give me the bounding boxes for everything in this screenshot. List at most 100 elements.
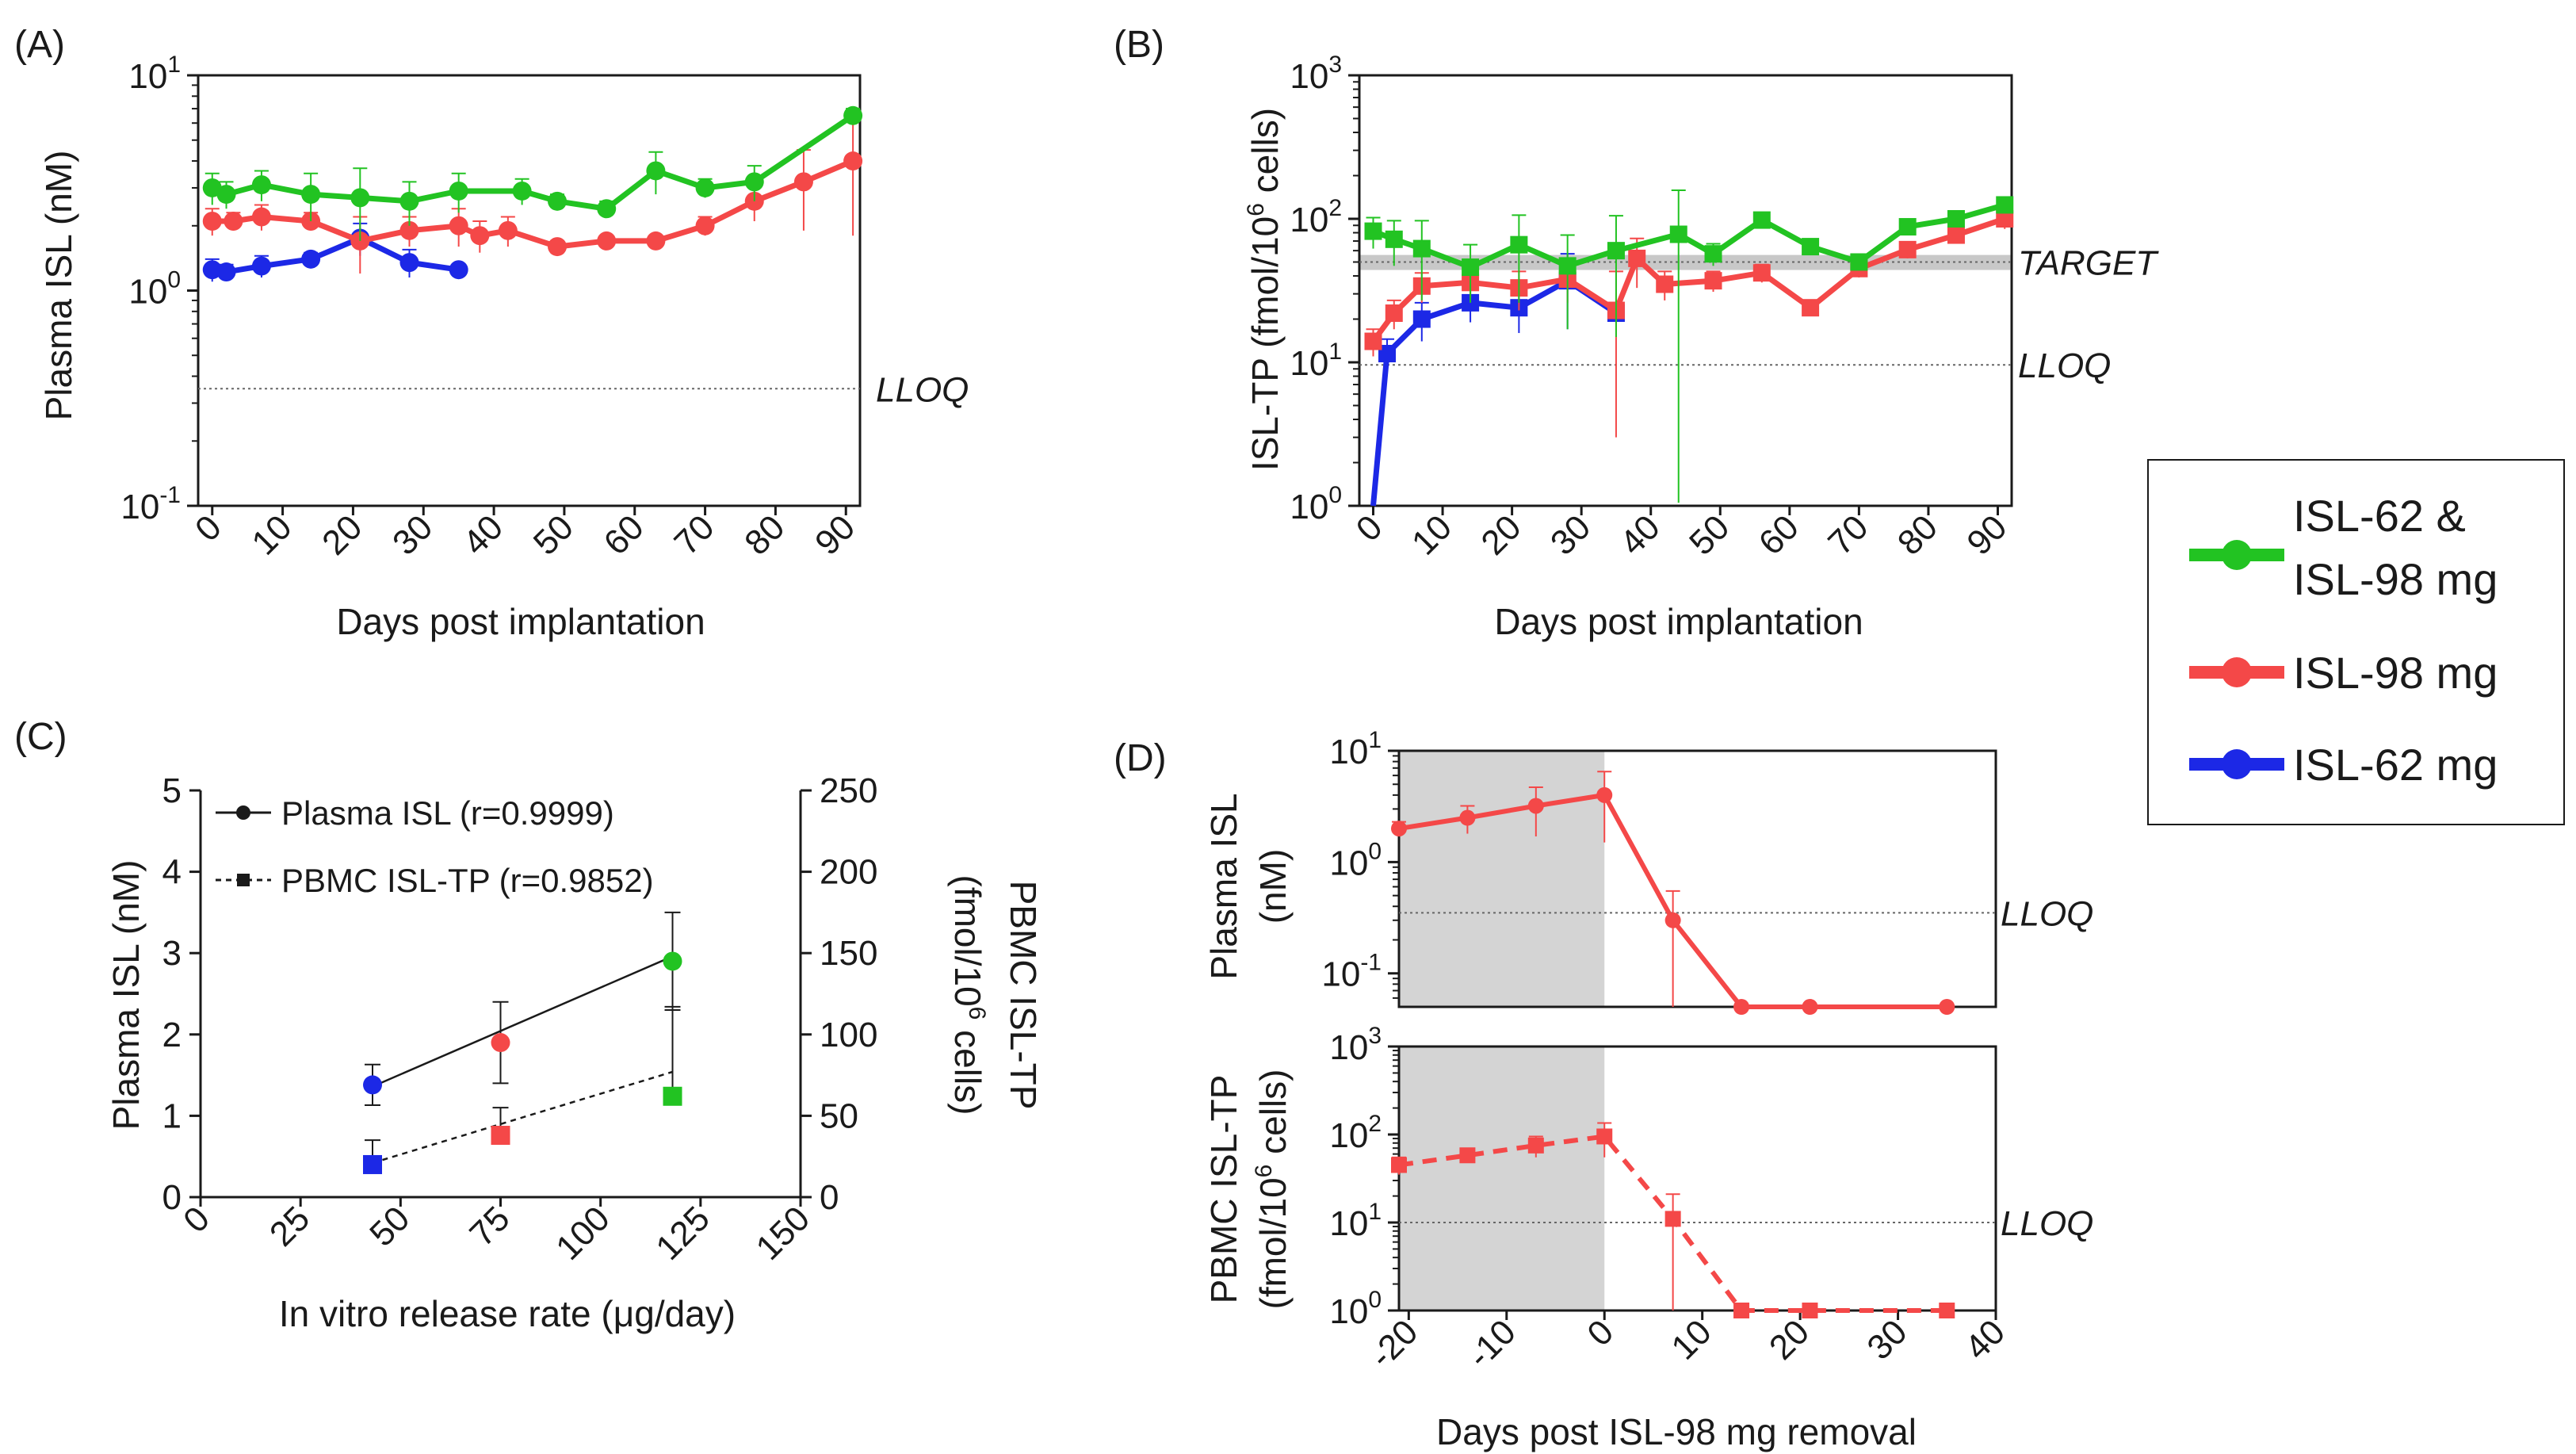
panel-c-y2-tick-label-0: 0 [820,1178,839,1217]
panel-a-x-tick-label-6: 60 [597,507,652,562]
panel-d-top-series-point-1 [1459,809,1476,826]
panel-b-series-1-point-9 [1704,272,1722,290]
legend-swatch-marker-0 [2222,540,2252,570]
panel-a-series-1-line [212,158,854,250]
panel-a-series-1-point-0 [202,212,222,231]
panel-b-y-label-main: ISL-TP (fmol/10 [1244,216,1286,471]
panel-b-y-tick-label-2: 102 [1290,195,1342,239]
panel-b-series-2-line [1370,277,1618,507]
panel-b-letter: (B) [1114,24,1164,66]
panel-d-top-y-label-line2: (nM) [1252,849,1294,924]
panel-a-y-label: Plasma ISL (nM) [38,151,79,421]
panel-a-x-label: Days post implantation [336,601,705,642]
panel-a-x-tick-label-7: 70 [667,507,721,562]
panel-d-x-tick-label-6: 40 [1958,1312,2012,1367]
panel-d-bottom-y-tick-label-0: 100 [1329,1287,1382,1331]
panel-d-top-series-point-2 [1527,798,1544,814]
panel-c-x-tick-label-2: 50 [362,1199,417,1253]
legend: ISL-62 & ISL-98 mg ISL-98 mg ISL-62 mg [2147,459,2565,825]
panel-b: (B) 100 101 102 103 0 10 20 30 40 50 60 70 80 90 TARGE… [1114,24,2159,642]
panel-c-plasma-point-2 [663,951,682,971]
panel-d-bottom-series-point-4 [1664,1211,1681,1227]
panel-a-x-tick-label-8: 80 [737,507,792,562]
panel-b-y-tick-label-0: 100 [1290,482,1342,526]
panel-c-x-tick-label-6: 150 [749,1199,818,1268]
panel-d-x-label: Days post ISL-98 mg removal [1436,1411,1917,1452]
panel-b-series-0-point-2 [1412,239,1431,258]
panel-a-series-1-point-10 [597,231,617,251]
panel-c-pbmc-point-1 [491,1126,510,1146]
panel-d-bottom-series-point-2 [1527,1137,1544,1154]
panel-c-pbmc-point-0 [363,1154,383,1174]
panel-c-y-tick-label-1: 1 [162,1096,182,1135]
panel-b-ref-label-1: LLOQ [2018,346,2111,385]
panel-a-series-1-point-2 [251,207,271,227]
panel-a-series-1-point-12 [695,216,715,235]
panel-a-series-1-point-1 [224,212,243,231]
panel-a-series-1-point-8 [498,220,518,240]
panel-d-bottom-y-tick-label-2: 102 [1329,1111,1382,1155]
panel-d-x-tick-label-2: 0 [1580,1312,1621,1353]
panel-b-x-tick-label-2: 20 [1473,507,1528,562]
panel-d-bottom-series-point-7 [1939,1303,1955,1318]
panel-c-y-tick-label-0: 0 [162,1178,182,1217]
panel-d-bottom-series-point-1 [1459,1147,1476,1164]
panel-c-legend-label-pbmc: PBMC ISL-TP (r=0.9852) [281,862,654,899]
panel-a-y-tick-label-2: 101 [128,52,181,96]
panel-a-x-tick-label-2: 20 [315,507,369,562]
panel-b-series-2-point-0 [1378,345,1397,363]
panel-b-series-0-point-0 [1364,222,1382,240]
panel-c-letter: (C) [14,716,67,758]
panel-d-bottom-y-label-sup: 6 [1251,1165,1277,1178]
panel-b-x-tick-label-7: 70 [1821,507,1875,562]
panel-b-series-1-point-14 [1947,226,1965,244]
panel-a-x-tick-label-4: 40 [456,507,510,562]
panel-a-y-tick-label-1: 100 [128,267,181,312]
panel-c-plasma-point-1 [491,1033,510,1053]
panel-a-series-2-point-3 [301,249,321,269]
panel-a-x-tick-label-0: 0 [188,507,229,549]
panel-c-x-tick-label-0: 0 [176,1199,217,1240]
panel-a-x-tick-label-1: 10 [244,507,299,562]
panel-b-series-1-point-15 [1996,210,2014,228]
panel-d-top-y-label-line1: Plasma ISL [1203,793,1244,979]
legend-swatch-marker-2 [2222,749,2252,779]
panel-d-bottom-frame [1397,1045,1997,1312]
panel-a-series-1-point-6 [449,216,468,235]
panel-a-series-1-point-11 [646,231,666,251]
panel-b-x-tick-label-5: 50 [1682,507,1737,562]
panel-d-bottom-series-point-6 [1802,1303,1818,1318]
panel-c-y2-tick-label-2: 100 [820,1016,877,1054]
panel-c-legend-marker-plasma [236,805,250,820]
panel-c-x-tick-label-5: 125 [648,1199,717,1268]
panel-b-series-0-point-12 [1898,218,1917,236]
panel-a-x-tick-label-9: 90 [808,507,862,562]
panel-a-series-0-point-6 [449,181,468,201]
panel-c-fit-pbmc [372,1070,673,1165]
panel-b-x-tick-label-9: 90 [1959,507,2014,562]
panel-d-bottom-ref-label-0: LLOQ [2001,1204,2093,1243]
panel-d-top-ref-label-0: LLOQ [2001,894,2093,933]
panel-b-series-0-point-11 [1850,253,1868,271]
panel-b-x-tick-label-6: 60 [1752,507,1806,562]
panel-b-series-1-point-13 [1898,240,1917,258]
panel-a-series-0-point-10 [646,161,666,181]
panel-a-series-1-point-7 [470,226,490,246]
panel-b-series-0-point-5 [1558,257,1577,275]
panel-c-y2-label-main: (fmol/10 [947,875,988,1007]
panel-d-top-series-point-4 [1664,912,1681,928]
legend-label-0-line2: ISL-98 mg [2293,554,2498,604]
panel-b-ref-label-0: TARGET [2018,243,2159,282]
panel-b-series-1-point-11 [1802,299,1820,317]
panel-d-bottom-shaded-region [1399,1046,1605,1311]
panel-a-series-2-point-6 [449,260,468,280]
panel-a-frame [197,74,862,507]
panel-d-bottom-series-point-0 [1391,1157,1407,1173]
panel-a-series-0-point-8 [548,191,568,211]
panel-c-y2-label-end: cells) [947,1020,988,1115]
panel-d-top-series-point-7 [1939,999,1955,1015]
panel-a-series-0-point-3 [301,185,321,205]
panel-a-x-tick-label-5: 50 [526,507,581,562]
